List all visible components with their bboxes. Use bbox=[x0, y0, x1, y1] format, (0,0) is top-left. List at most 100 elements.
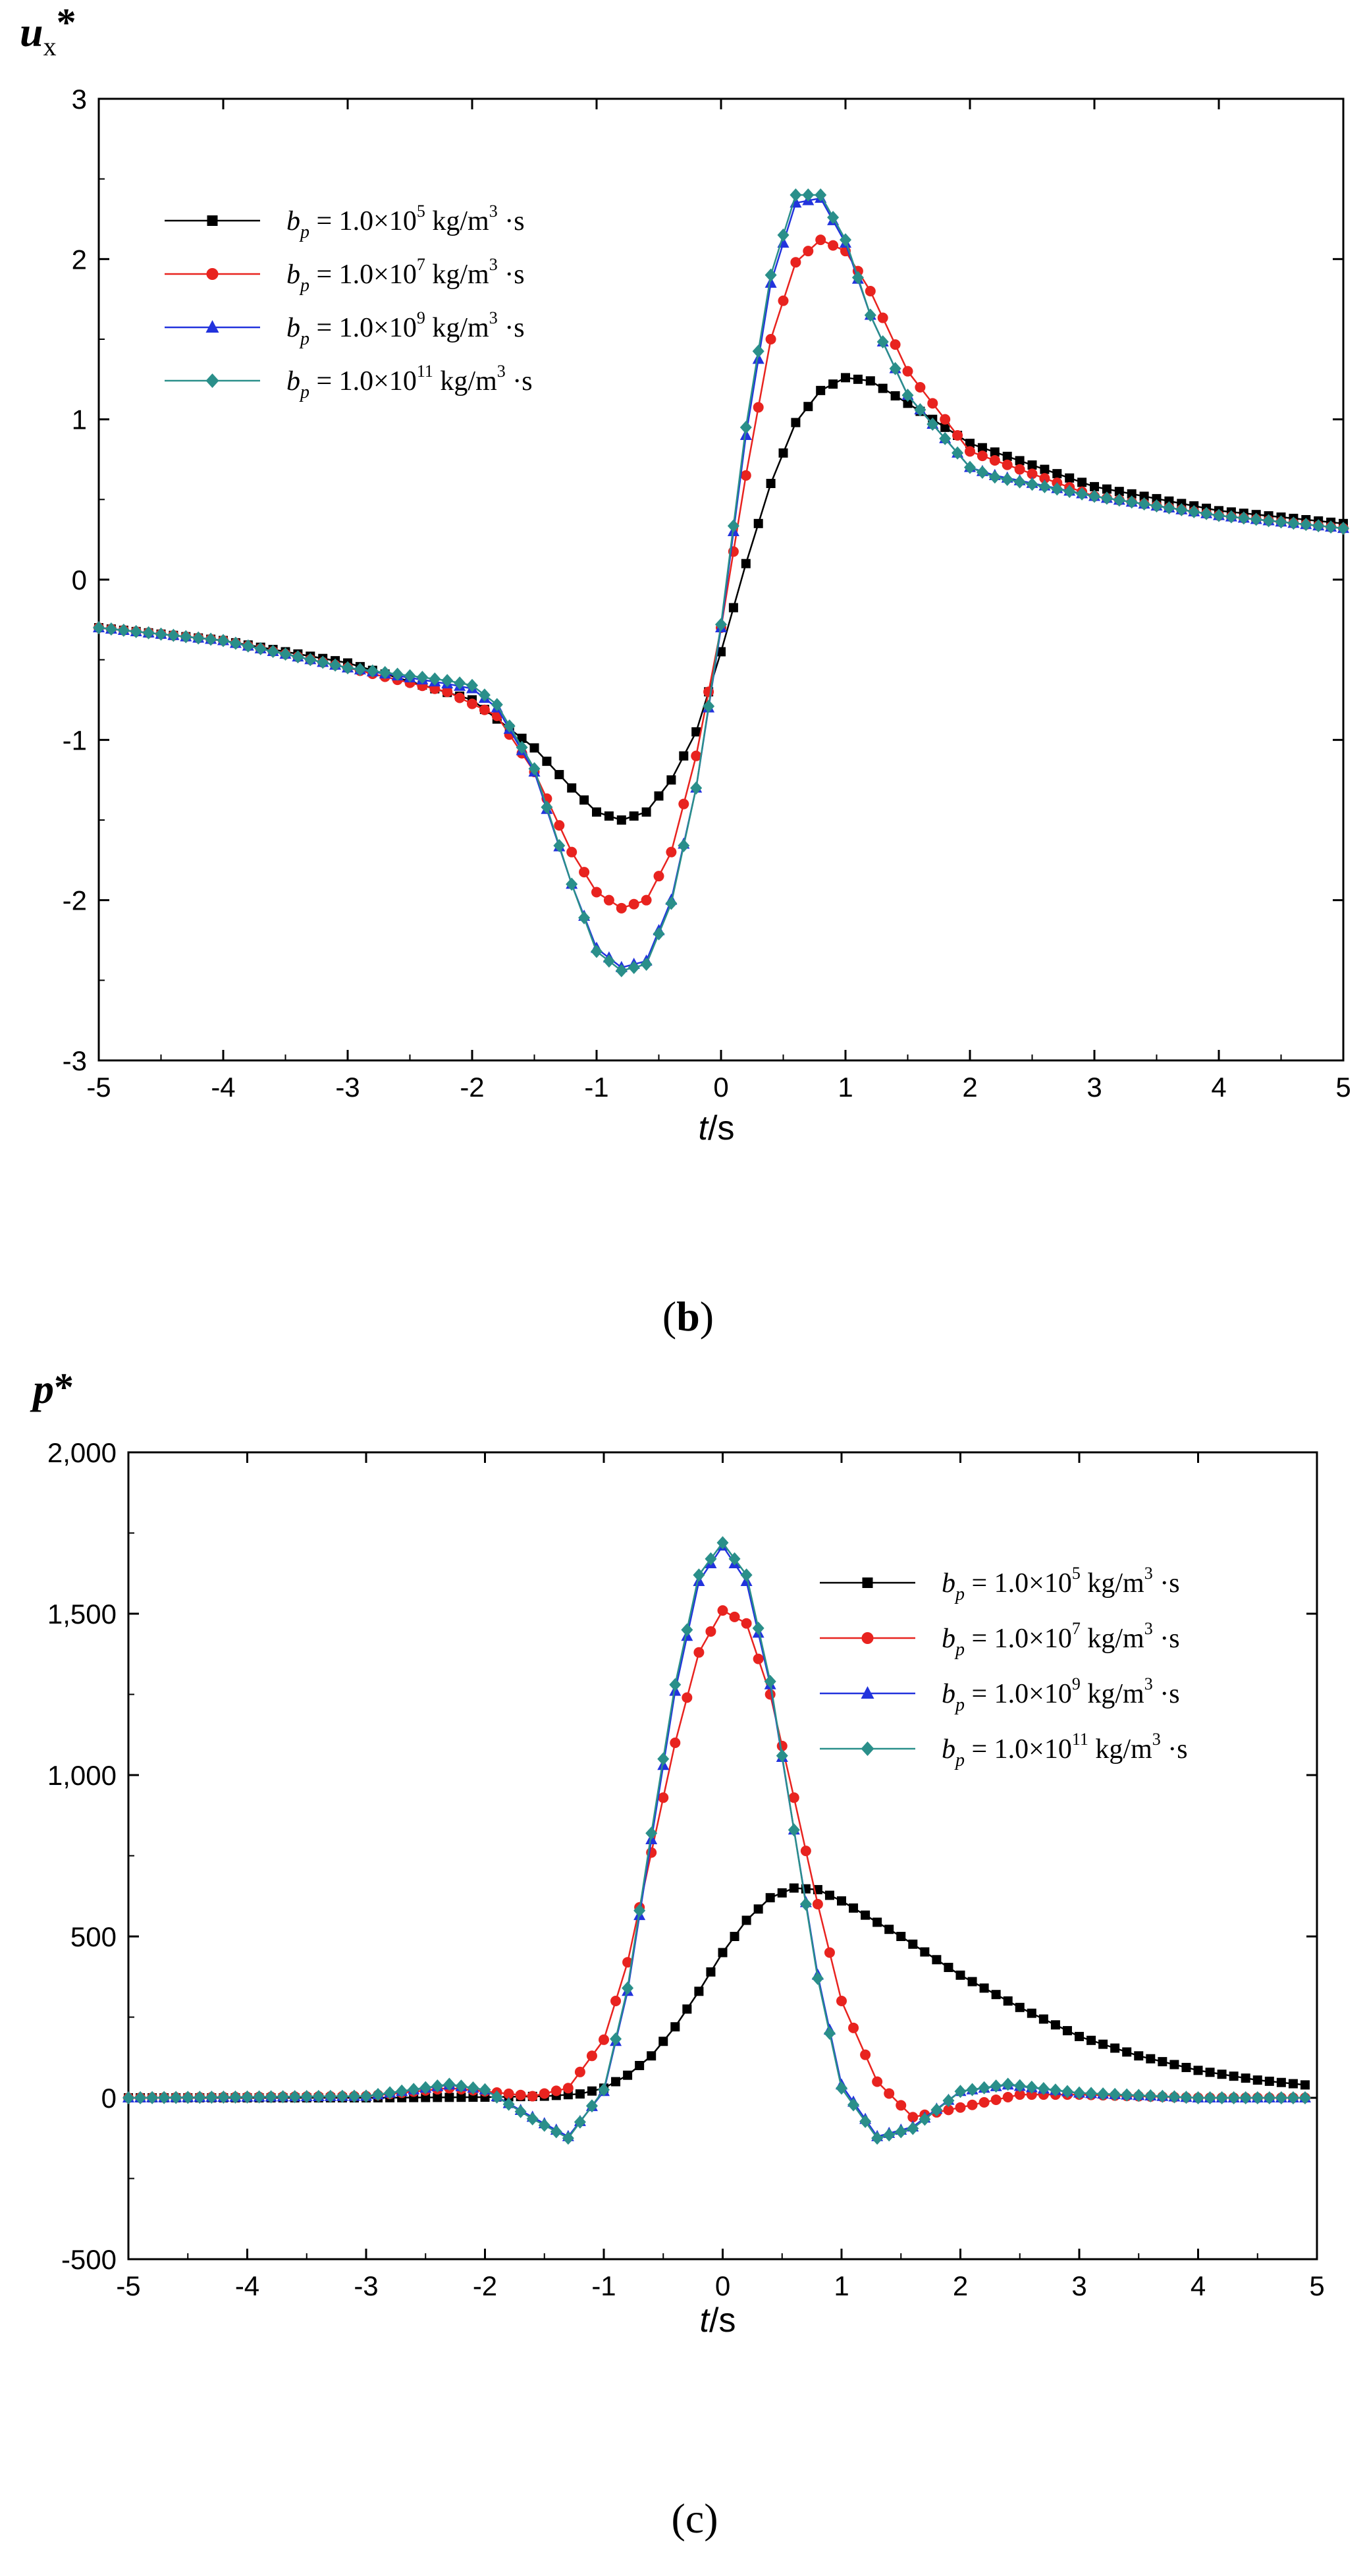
data-point bbox=[122, 2091, 134, 2104]
data-point bbox=[871, 2131, 884, 2145]
data-point bbox=[641, 807, 651, 817]
plot-frame bbox=[97, 97, 1345, 1062]
data-point bbox=[1193, 2066, 1203, 2075]
legend-item: bp = 1.0×107 kg/m3 ·s bbox=[820, 1619, 1180, 1660]
data-point bbox=[300, 2090, 313, 2104]
data-point bbox=[682, 2004, 692, 2014]
y-tick-label: 0 bbox=[101, 2083, 117, 2114]
x-tick-label: 1 bbox=[838, 1072, 853, 1103]
data-point bbox=[117, 623, 130, 637]
data-point bbox=[678, 838, 690, 852]
data-point bbox=[288, 2090, 301, 2104]
data-point bbox=[788, 1823, 800, 1837]
legend-item: bp = 1.0×109 kg/m3 ·s bbox=[820, 1674, 1180, 1715]
data-point bbox=[940, 414, 951, 425]
data-point bbox=[391, 667, 404, 681]
legend-marker bbox=[205, 320, 219, 333]
data-point bbox=[598, 2083, 610, 2096]
data-point bbox=[1299, 2091, 1311, 2104]
data-point bbox=[955, 2102, 966, 2113]
data-point bbox=[1125, 495, 1138, 509]
data-point bbox=[693, 1647, 705, 1658]
data-point bbox=[1204, 2091, 1216, 2104]
data-point bbox=[1038, 2014, 1048, 2024]
data-point bbox=[944, 1963, 953, 1973]
data-point bbox=[528, 762, 541, 776]
data-point bbox=[654, 791, 664, 801]
chart-ux: -5 -4 -3 -2 -1 0 1 2 3 4 5 -3 -2 -1 0 1 2 3 bp = 1.0×105 k… bbox=[20, 1, 1351, 1340]
data-point bbox=[1239, 2091, 1252, 2104]
data-point bbox=[927, 398, 938, 409]
data-point bbox=[408, 2083, 420, 2096]
x-tick-label: -2 bbox=[473, 2270, 497, 2301]
data-point bbox=[603, 894, 614, 906]
data-point bbox=[930, 2103, 943, 2117]
data-point bbox=[666, 846, 677, 858]
data-point bbox=[615, 964, 628, 977]
data-point bbox=[952, 430, 963, 441]
data-point bbox=[205, 632, 217, 646]
data-point bbox=[93, 621, 105, 634]
data-point bbox=[396, 2084, 408, 2098]
data-point bbox=[566, 877, 578, 891]
data-point bbox=[703, 699, 715, 713]
x-tick-label: 4 bbox=[1211, 1072, 1226, 1103]
data-point bbox=[889, 362, 901, 375]
data-point bbox=[715, 618, 727, 632]
data-point bbox=[1241, 2073, 1250, 2083]
data-point bbox=[479, 704, 490, 715]
data-point bbox=[1229, 2071, 1239, 2081]
data-point bbox=[753, 402, 764, 413]
data-point bbox=[679, 751, 689, 761]
data-point bbox=[1156, 2089, 1169, 2103]
data-point bbox=[1110, 2043, 1120, 2053]
data-point bbox=[681, 1623, 693, 1637]
data-point bbox=[740, 470, 751, 481]
data-point bbox=[454, 692, 466, 703]
data-point bbox=[1122, 2047, 1132, 2057]
x-tick-label: -3 bbox=[354, 2270, 378, 2301]
data-point bbox=[952, 446, 964, 460]
data-point bbox=[574, 2115, 586, 2129]
data-point bbox=[979, 1983, 989, 1993]
data-point bbox=[142, 626, 155, 640]
data-point bbox=[1061, 2085, 1073, 2098]
data-point bbox=[890, 391, 900, 400]
data-point bbox=[836, 2081, 847, 2095]
data-point bbox=[1205, 2068, 1215, 2077]
data-point bbox=[421, 2093, 431, 2102]
data-point bbox=[579, 795, 589, 805]
data-point bbox=[837, 1896, 846, 1906]
data-point bbox=[1188, 505, 1200, 518]
data-point bbox=[690, 781, 703, 795]
x-tick-label: 5 bbox=[1309, 2270, 1324, 2301]
data-point bbox=[777, 228, 790, 242]
data-point bbox=[622, 1957, 633, 1968]
data-point bbox=[366, 664, 379, 678]
data-point bbox=[1134, 2051, 1144, 2061]
data-point bbox=[1225, 510, 1237, 524]
data-point bbox=[706, 1967, 716, 1977]
data-point bbox=[694, 1987, 704, 1996]
data-point bbox=[848, 2022, 859, 2033]
data-point bbox=[1098, 2039, 1108, 2049]
data-point bbox=[1062, 2026, 1072, 2036]
y-tick-label: -500 bbox=[61, 2244, 117, 2275]
data-point bbox=[454, 676, 466, 690]
data-point bbox=[1139, 491, 1149, 501]
data-point bbox=[566, 846, 577, 858]
data-point bbox=[1050, 2020, 1060, 2030]
data-point bbox=[828, 240, 839, 251]
data-point bbox=[1077, 478, 1087, 487]
data-point bbox=[553, 838, 566, 852]
series-7 bbox=[94, 234, 1349, 914]
data-point bbox=[860, 2049, 871, 2060]
legend-item: bp = 1.0×1011 kg/m3 ·s bbox=[820, 1730, 1188, 1770]
data-point bbox=[877, 312, 888, 323]
data-point bbox=[978, 2096, 990, 2108]
series-line bbox=[98, 197, 1344, 969]
data-point bbox=[360, 2089, 372, 2103]
data-point bbox=[384, 2086, 396, 2100]
data-point bbox=[915, 382, 926, 393]
data-point bbox=[1073, 2086, 1085, 2100]
